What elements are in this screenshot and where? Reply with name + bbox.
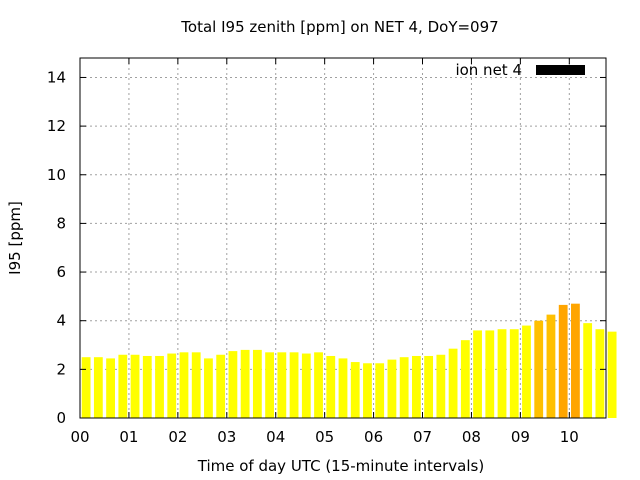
x-tick-label: 01 [119, 428, 138, 446]
bar [485, 330, 495, 418]
legend: ion net 4 [455, 61, 585, 79]
bar [522, 325, 531, 418]
bar [399, 357, 409, 418]
legend-swatch [536, 65, 585, 75]
bar [179, 352, 189, 418]
bar [106, 358, 115, 418]
bar [424, 355, 434, 418]
bar [252, 349, 262, 418]
y-tick-label: 2 [56, 360, 66, 378]
y-tick-label: 14 [47, 68, 66, 86]
y-tick-label: 6 [56, 263, 66, 281]
bar [314, 352, 323, 418]
bar [509, 329, 519, 418]
bars [81, 303, 617, 418]
bar [497, 329, 507, 418]
x-tick-label: 10 [560, 428, 579, 446]
bar [216, 354, 226, 418]
bar [81, 357, 91, 418]
bar [265, 352, 275, 418]
x-tick-label: 03 [217, 428, 236, 446]
x-tick-label: 09 [511, 428, 530, 446]
x-tick-label: 00 [70, 428, 89, 446]
x-axis-ticks: 00 01 02 03 04 05 06 07 08 09 10 [70, 58, 579, 446]
bar [167, 353, 177, 418]
bar [191, 352, 201, 418]
bar [436, 354, 446, 418]
bar [460, 340, 470, 418]
chart-title: Total I95 zenith [ppm] on NET 4, DoY=097 [180, 18, 498, 36]
y-axis-ticks: 0 2 4 6 8 10 12 14 [47, 68, 606, 427]
bar [473, 330, 482, 418]
bar [607, 331, 617, 418]
x-tick-label: 08 [462, 428, 481, 446]
plot-frame [79, 57, 607, 419]
bar [204, 358, 213, 418]
x-tick-label: 02 [168, 428, 187, 446]
x-tick-label: 07 [413, 428, 432, 446]
grid-lines [80, 58, 606, 418]
bar [411, 355, 421, 418]
bar [142, 355, 152, 418]
bar [326, 355, 336, 418]
bar [118, 354, 128, 418]
bar [155, 355, 164, 418]
bar [534, 320, 544, 418]
y-axis-label: I95 [ppm] [6, 201, 24, 275]
y-tick-label: 10 [47, 166, 66, 184]
y-tick-label: 4 [56, 312, 66, 330]
bar [571, 303, 580, 418]
bar [289, 352, 299, 418]
bar [350, 362, 360, 418]
bar [375, 363, 385, 418]
x-tick-label: 04 [266, 428, 285, 446]
x-axis-label: Time of day UTC (15-minute intervals) [197, 457, 484, 475]
x-tick-label: 05 [315, 428, 334, 446]
bar [546, 314, 556, 418]
bar [583, 323, 593, 418]
bar [448, 348, 458, 418]
bar [301, 353, 311, 418]
x-tick-label: 06 [364, 428, 383, 446]
bar [228, 351, 238, 418]
y-tick-label: 12 [47, 117, 66, 135]
y-tick-label: 0 [56, 409, 66, 427]
bar [130, 354, 140, 418]
bar [387, 359, 397, 418]
legend-label: ion net 4 [455, 61, 522, 79]
bar [558, 304, 568, 418]
bar [363, 363, 372, 418]
bar [595, 329, 605, 418]
bar [93, 357, 103, 418]
bar [338, 358, 348, 418]
bar [240, 349, 250, 418]
bar [277, 352, 287, 418]
y-tick-label: 8 [56, 214, 66, 232]
